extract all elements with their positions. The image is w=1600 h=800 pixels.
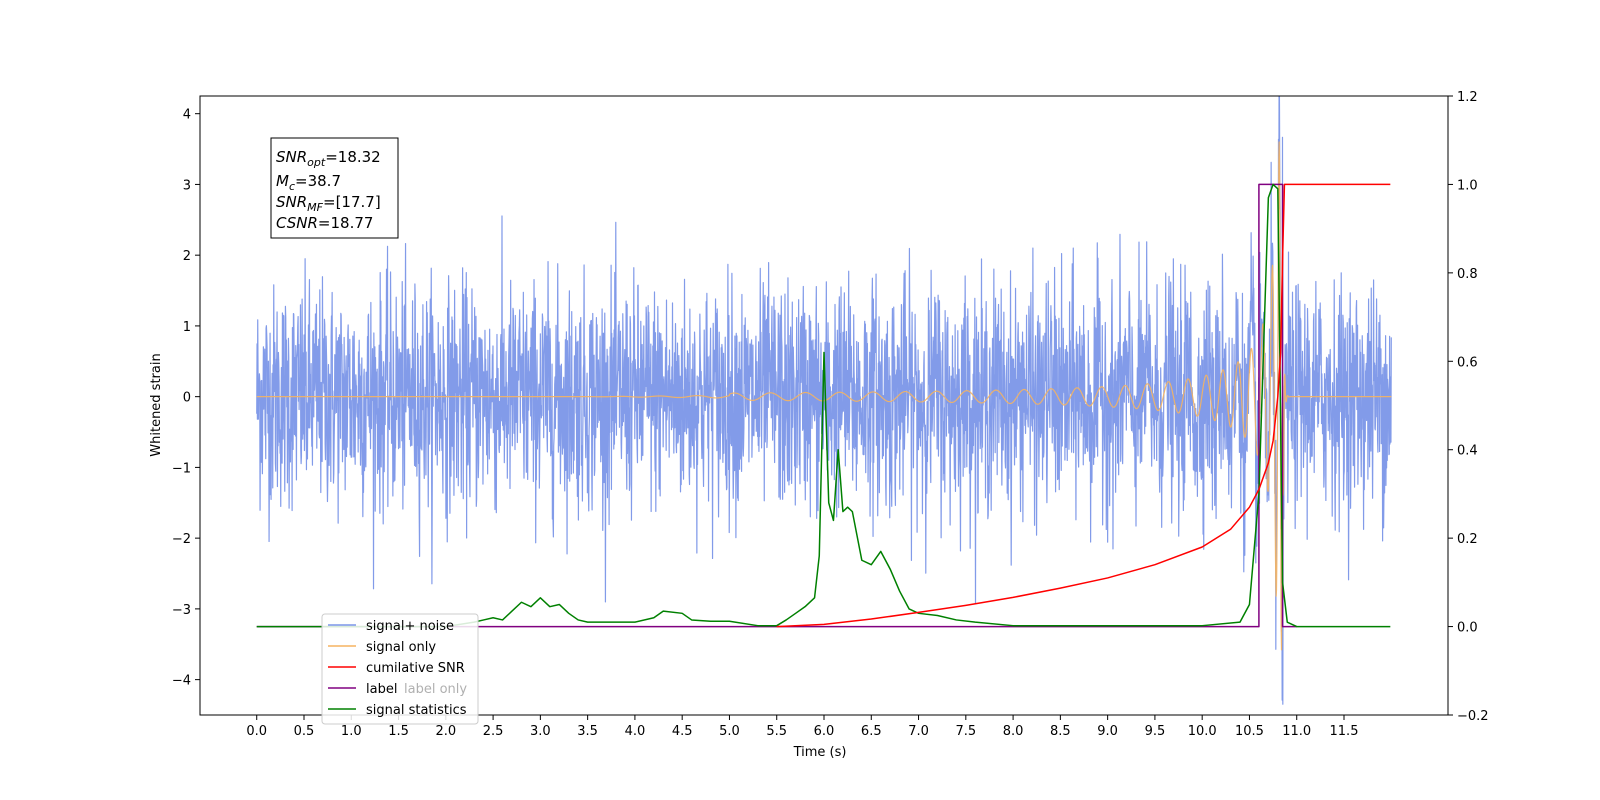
annotation-frame <box>270 137 399 239</box>
legend-label-cumulative-snr: cumilative SNR <box>366 661 465 676</box>
legend-label-signal-only: signal only <box>366 640 436 655</box>
y-right-tick-label: 0.0 <box>1457 621 1478 636</box>
legend: signal+ noise signal only cumilative SNR… <box>321 613 479 725</box>
y-left-tick-label: 4 <box>183 108 191 123</box>
y-left-tick-label: −3 <box>172 603 191 618</box>
x-tick-label: 3.0 <box>530 724 551 739</box>
y-axis-label-left: Whitened strain <box>149 353 164 456</box>
plot-area <box>256 96 1392 705</box>
y-left-tick-label: 1 <box>183 320 191 335</box>
annotation-snr-opt: SNRopt=18.32 <box>276 148 381 169</box>
x-tick-label: 2.5 <box>483 724 504 739</box>
y-right-tick-label: 0.6 <box>1457 355 1478 370</box>
series-signal-statistics-line <box>256 183 1391 628</box>
legend-frame <box>321 613 479 725</box>
legend-label-signal-statistics: signal statistics <box>366 703 467 718</box>
x-tick-label: 7.0 <box>908 724 929 739</box>
y-right-tick-label: −0.2 <box>1457 709 1489 724</box>
x-tick-label: 1.0 <box>341 724 362 739</box>
x-axis-label: Time (s) <box>793 745 847 760</box>
x-tick-label: 2.0 <box>435 724 456 739</box>
y-left-tick-label: 0 <box>183 391 191 406</box>
x-tick-label: 7.5 <box>955 724 976 739</box>
x-tick-label: 11.0 <box>1282 724 1311 739</box>
x-tick-label: 3.5 <box>577 724 598 739</box>
x-tick-label: 10.0 <box>1188 724 1217 739</box>
y-left-tick-label: −4 <box>172 674 191 689</box>
x-tick-label: 0.0 <box>246 724 267 739</box>
series-cumulative-snr-line <box>776 183 1391 628</box>
annotation-snr-mf: SNRMF=[17.7] <box>276 193 381 214</box>
legend-label-signal-noise: signal+ noise <box>366 619 454 634</box>
series-label-line <box>256 183 1297 628</box>
y-right-tick-label: 1.2 <box>1457 90 1478 105</box>
y-right-tick-label: 0.8 <box>1457 267 1478 282</box>
series-signal-only-line <box>256 141 1392 651</box>
x-tick-label: 4.0 <box>625 724 646 739</box>
x-tick-label: 9.0 <box>1097 724 1118 739</box>
x-tick-label: 5.0 <box>719 724 740 739</box>
y-right-tick-label: 0.2 <box>1457 532 1478 547</box>
x-tick-label: 6.0 <box>814 724 835 739</box>
annotation-box: SNRopt=18.32 Mc=38.7 SNRMF=[17.7] CSNR=1… <box>270 137 399 239</box>
legend-label-backdrop <box>364 678 402 696</box>
x-tick-label: 8.0 <box>1003 724 1024 739</box>
axes: 0.0 0.5 1.0 1.5 2.0 2.5 3.0 3.5 4.0 4.5 5.0 5.5 6.0 6… <box>172 90 1489 739</box>
legend-label-label-only: label only <box>404 682 467 697</box>
x-tick-label: 6.5 <box>861 724 882 739</box>
y-right-tick-label: 1.0 <box>1457 178 1478 193</box>
x-tick-label: 8.5 <box>1050 724 1071 739</box>
y-left-tick-label: 3 <box>183 178 191 193</box>
x-tick-label: 5.5 <box>766 724 787 739</box>
y-right-tick-label: 0.4 <box>1457 444 1478 459</box>
x-tick-label: 10.5 <box>1235 724 1264 739</box>
y-left-tick-label: −2 <box>172 532 191 547</box>
y-left-tick-label: −1 <box>172 461 191 476</box>
x-tick-label: 11.5 <box>1330 724 1359 739</box>
annotation-mc: Mc=38.7 <box>276 172 341 193</box>
legend-label-label: label <box>366 682 397 697</box>
annotation-csnr: CSNR=18.77 <box>276 214 373 232</box>
x-tick-label: 0.5 <box>294 724 315 739</box>
x-tick-label: 1.5 <box>388 724 409 739</box>
y-left-tick-label: 2 <box>183 249 191 264</box>
x-tick-label: 4.5 <box>672 724 693 739</box>
x-tick-label: 9.5 <box>1145 724 1166 739</box>
